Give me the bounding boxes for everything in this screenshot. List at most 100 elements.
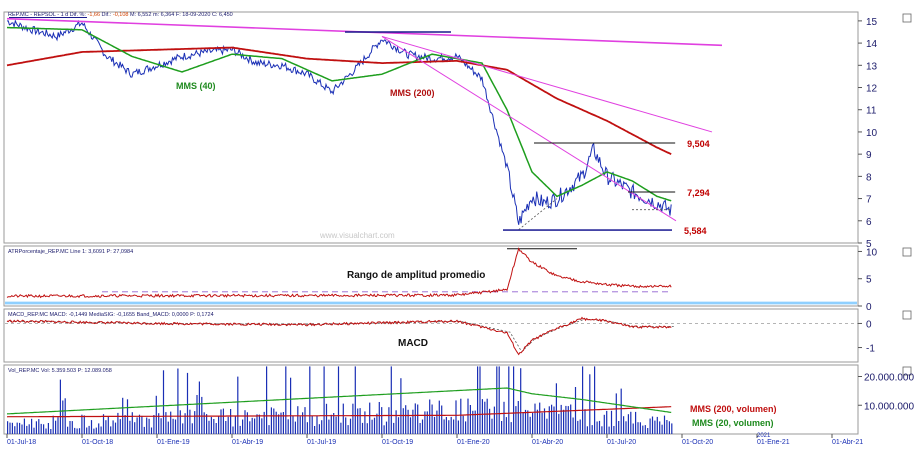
- trendline-steep: [381, 36, 677, 222]
- volume-bar: [335, 416, 337, 434]
- volume-bar: [414, 403, 416, 434]
- volume-bar: [340, 422, 342, 434]
- volume-bar: [234, 415, 236, 434]
- volume-bar: [337, 366, 340, 434]
- volume-bar: [50, 429, 52, 434]
- volume-bar: [242, 419, 244, 434]
- volume-bar: [436, 410, 438, 434]
- volume-bar: [450, 416, 452, 434]
- volume-bar: [455, 400, 457, 434]
- x-tick-label: 01-Jul-20: [607, 439, 636, 446]
- volume-bar: [237, 376, 239, 434]
- volume-bar: [9, 422, 11, 434]
- volume-bar: [469, 405, 471, 434]
- volume-bar: [623, 416, 625, 434]
- volume-bar: [472, 410, 474, 434]
- volume-bar: [395, 410, 397, 434]
- volume-bar: [572, 417, 574, 434]
- x-tick-label: 01-Oct-20: [682, 439, 713, 446]
- volume-bar: [465, 421, 467, 434]
- volume-bar: [318, 424, 320, 434]
- volume-bar: [555, 383, 557, 434]
- volume-bar: [26, 425, 28, 434]
- volume-bar: [213, 419, 215, 434]
- macd-title: MACD: [398, 338, 428, 349]
- volume-bar: [11, 422, 13, 434]
- volume-bar: [505, 417, 507, 434]
- volume-bar: [124, 415, 126, 434]
- trendline-mid: [381, 35, 713, 133]
- mms40-label: MMS (40): [176, 81, 216, 91]
- volume-bar: [275, 411, 277, 434]
- atr-y-tick-label: 10: [866, 247, 878, 258]
- volume-bar: [489, 408, 491, 434]
- volume-bar: [148, 418, 150, 434]
- volume-bar: [45, 428, 47, 434]
- volume-bar: [78, 428, 81, 434]
- volume-bar: [484, 401, 486, 434]
- volume-bar: [390, 366, 392, 434]
- volume-bar: [28, 424, 30, 434]
- atr-line: [6, 247, 672, 299]
- volume-bar: [299, 416, 301, 434]
- macd-y-tick-label: -1: [866, 344, 875, 355]
- volume-bar: [102, 414, 105, 434]
- volume-bar: [203, 412, 205, 434]
- volume-bar: [598, 420, 601, 434]
- volume-bar: [627, 414, 629, 434]
- volume-bar: [304, 407, 306, 434]
- volume-bar: [246, 412, 248, 434]
- volume-bar: [594, 366, 596, 434]
- volume-bar: [74, 427, 76, 434]
- volume-bar: [642, 425, 644, 434]
- volume-bar: [412, 409, 414, 434]
- panel-close-box-vol: [902, 366, 912, 376]
- volume-bar: [280, 412, 282, 434]
- volume-bar: [302, 412, 304, 434]
- volume-bar: [31, 418, 33, 434]
- volume-bar: [107, 416, 109, 434]
- volume-bar: [172, 418, 174, 434]
- volume-bar: [608, 426, 610, 434]
- volume-bar: [589, 374, 591, 434]
- volume-bar: [71, 421, 73, 434]
- volume-bar: [601, 426, 603, 434]
- mms40-line: [6, 26, 672, 202]
- volume-bar: [7, 421, 9, 434]
- volume-bar: [632, 423, 634, 434]
- volume-bar: [560, 404, 562, 434]
- price-y-tick-label: 13: [866, 61, 878, 72]
- volume-bar: [47, 423, 49, 434]
- volume-bar: [141, 415, 143, 434]
- x-tick-label: 01-Abr-21: [832, 439, 863, 446]
- vol-y-tick-label: 20.000.000: [864, 373, 914, 384]
- volume-bar: [486, 398, 488, 434]
- atr-header: ATRPorcentaje_REP.MC Line 1: 3,6091 P: 2…: [8, 249, 133, 255]
- volume-bar: [306, 422, 308, 434]
- price-header: REP.MC - REPSOL - 1 d Dif. %: -1,66 Dif.…: [8, 12, 233, 18]
- volume-bar: [565, 405, 567, 434]
- volume-bar: [95, 427, 97, 434]
- volume-bar: [88, 425, 90, 434]
- x-tick-label: 01-Abr-20: [532, 439, 563, 446]
- volume-bar: [649, 418, 651, 434]
- volume-bar: [443, 419, 445, 434]
- volume-bar: [431, 404, 433, 434]
- price-y-tick-label: 6: [866, 217, 872, 228]
- volume-bar: [385, 421, 388, 434]
- volume-bar: [19, 422, 21, 434]
- volume-bar: [165, 412, 167, 434]
- volume-bar: [76, 428, 78, 434]
- header-part: M: 6,552 m: 6,364 F: 18-09-2020 C: 6,450: [128, 12, 232, 18]
- volume-bar: [441, 405, 443, 434]
- atr-title: Rango de amplitud promedio: [347, 270, 485, 281]
- volume-bar: [539, 402, 541, 434]
- x-tick-label: 01-Abr-19: [232, 439, 263, 446]
- volume-bar: [438, 400, 440, 434]
- volume-bar: [311, 415, 313, 434]
- volume-bar: [170, 411, 172, 434]
- volume-bar: [579, 419, 581, 434]
- volume-bar: [83, 415, 85, 434]
- volume-bar: [496, 366, 498, 434]
- macd-header: MACD_REP.MC MACD: -0,1449 MediaSIG: -0,1…: [8, 312, 214, 318]
